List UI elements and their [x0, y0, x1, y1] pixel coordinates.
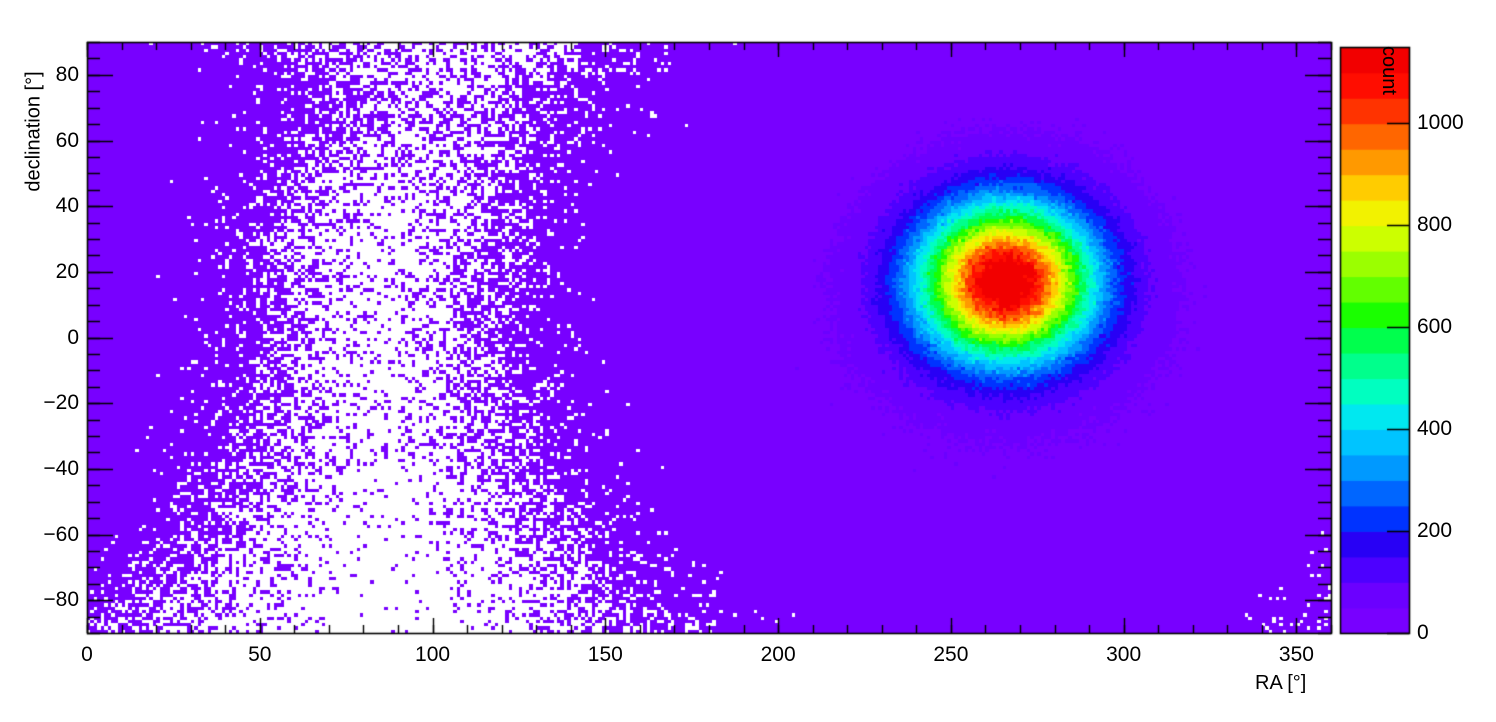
- z-tick-label-1000: 1000: [1417, 111, 1464, 135]
- y-tick-label--80: −80: [43, 588, 79, 612]
- z-tick-label-200: 200: [1417, 519, 1453, 543]
- x-tick-label-200: 200: [760, 643, 796, 666]
- x-axis-title: RA [°]: [1255, 672, 1307, 694]
- y-tick-label-60: 60: [55, 128, 79, 152]
- y-tick-label-40: 40: [55, 194, 79, 218]
- x-tick-label-150: 150: [587, 643, 623, 666]
- y-tick-label--40: −40: [43, 456, 79, 480]
- z-tick-label-800: 800: [1417, 213, 1453, 237]
- x-tick-label-300: 300: [1106, 643, 1142, 666]
- y-tick-label-80: 80: [55, 62, 79, 86]
- x-tick-label-50: 50: [248, 643, 272, 666]
- y-tick-label-20: 20: [55, 259, 79, 283]
- z-tick-label-600: 600: [1417, 315, 1453, 339]
- y-tick-label--20: −20: [43, 391, 79, 415]
- x-tick-label-350: 350: [1278, 643, 1314, 666]
- y-tick-label--60: −60: [43, 522, 79, 546]
- y-tick-label-0: 0: [67, 325, 79, 349]
- z-tick-label-400: 400: [1417, 417, 1453, 441]
- x-tick-label-250: 250: [933, 643, 969, 666]
- z-tick-label-0: 0: [1417, 621, 1429, 644]
- x-tick-label-0: 0: [81, 643, 93, 666]
- colorbar-axis-title: count: [1378, 46, 1400, 95]
- x-tick-label-100: 100: [415, 643, 451, 666]
